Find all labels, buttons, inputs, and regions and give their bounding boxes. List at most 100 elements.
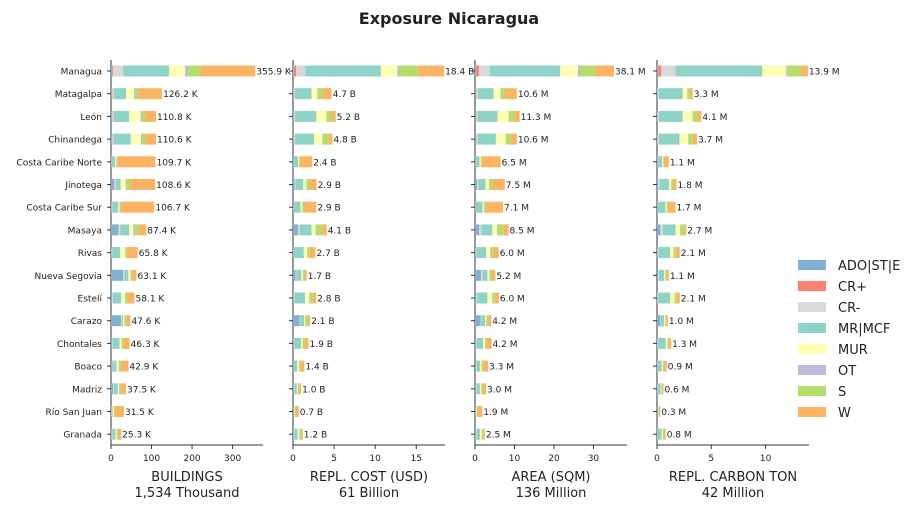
bar-segment <box>111 270 123 281</box>
bar-segment <box>323 88 332 99</box>
bar-segment <box>658 383 661 394</box>
bar-segment <box>332 111 336 122</box>
bar-total-label: 3.3 M <box>489 363 514 373</box>
bar-total-label: 1.1 M <box>670 272 695 282</box>
bar-segment <box>475 179 477 190</box>
legend-swatch <box>798 407 826 417</box>
region-label: Río San Juan <box>46 408 103 418</box>
bar-segment <box>295 134 314 145</box>
bar-segment <box>169 66 185 77</box>
x-tick-label: 20 <box>548 454 560 464</box>
bar-segment <box>294 202 301 213</box>
bar-segment <box>316 111 326 122</box>
bar-segment <box>658 247 670 258</box>
bar-segment <box>481 156 482 167</box>
bar-segment <box>141 111 142 122</box>
bar-segment <box>121 383 126 394</box>
bar-segment <box>323 134 329 145</box>
bar-segment <box>676 224 680 235</box>
bar-segment <box>490 66 560 77</box>
bar-segment <box>476 202 483 213</box>
bar-segment <box>114 406 115 417</box>
bar-segment <box>503 224 508 235</box>
bar-segment <box>664 270 665 281</box>
bar-segment <box>188 66 200 77</box>
bar-segment <box>578 66 580 77</box>
bar-segment <box>135 88 138 99</box>
bar-segment <box>124 270 128 281</box>
x-axis-label: BUILDINGS <box>151 470 222 485</box>
bar-segment <box>111 247 112 258</box>
bar-total-label: 47.6 K <box>131 317 161 327</box>
bar-segment <box>304 247 307 258</box>
bar-segment <box>657 338 658 349</box>
bar-total-label: 63.1 K <box>138 272 168 282</box>
bar-segment <box>658 361 662 372</box>
x-tick-label: 5 <box>331 454 337 464</box>
x-tick-label: 10 <box>509 454 521 464</box>
bar-segment <box>662 383 663 394</box>
bar-total-label: 1.0 B <box>302 385 325 395</box>
bar-segment <box>662 156 663 167</box>
bar-segment <box>475 270 481 281</box>
bar-segment <box>480 383 481 394</box>
bar-segment <box>560 66 578 77</box>
bar-total-label: 1.4 B <box>305 363 328 373</box>
bar-segment <box>294 293 305 304</box>
bar-total-label: 106.7 K <box>155 204 191 214</box>
bar-segment <box>658 429 662 440</box>
bar-segment <box>665 315 666 326</box>
bar-segment <box>683 88 687 99</box>
bar-segment <box>657 270 658 281</box>
bar-segment <box>657 224 660 235</box>
bar-segment <box>669 179 671 190</box>
bar-segment <box>478 406 483 417</box>
bar-segment <box>659 179 669 190</box>
bar-segment <box>112 429 115 440</box>
bar-segment <box>676 247 680 258</box>
legend-label: CR+ <box>838 280 867 295</box>
bar-total-label: 7.5 M <box>506 181 531 191</box>
bar-segment <box>294 111 295 122</box>
bar-segment <box>293 315 300 326</box>
bar-segment <box>476 156 480 167</box>
bar-segment <box>493 293 496 304</box>
bar-segment <box>478 179 485 190</box>
bar-total-label: 3.0 M <box>487 385 512 395</box>
bar-segment <box>664 315 665 326</box>
bar-total-label: 1.9 B <box>310 340 333 350</box>
bar-total-label: 1.7 M <box>676 204 701 214</box>
bar-total-label: 31.5 K <box>125 408 155 418</box>
bar-segment <box>298 156 299 167</box>
region-label: Chontales <box>57 340 102 350</box>
bar-segment <box>663 224 676 235</box>
legend-swatch <box>798 386 826 396</box>
chart-title: Exposure Nicaragua <box>359 9 539 28</box>
bar-segment <box>481 315 485 326</box>
x-axis-subtitle: 42 Million <box>702 486 765 501</box>
bar-segment <box>323 224 327 235</box>
region-label: Granada <box>63 431 102 441</box>
bar-segment <box>298 429 300 440</box>
x-tick-label: 0 <box>108 454 114 464</box>
bar-segment <box>657 315 660 326</box>
bar-segment <box>119 361 120 372</box>
bar-segment <box>477 293 487 304</box>
bar-segment <box>114 88 126 99</box>
bar-segment <box>475 66 476 77</box>
bar-segment <box>293 66 294 77</box>
bar-total-label: 18.4 B <box>445 68 474 78</box>
bar-total-label: 1.7 B <box>308 272 331 282</box>
legend-swatch <box>798 260 826 270</box>
bar-segment <box>132 270 136 281</box>
bar-segment <box>658 293 659 304</box>
bar-segment <box>657 406 658 417</box>
bar-segment <box>475 429 476 440</box>
bar-segment <box>131 134 141 145</box>
bar-segment <box>658 293 670 304</box>
bar-segment <box>492 270 496 281</box>
bar-segment <box>145 111 156 122</box>
bar-segment <box>295 111 316 122</box>
